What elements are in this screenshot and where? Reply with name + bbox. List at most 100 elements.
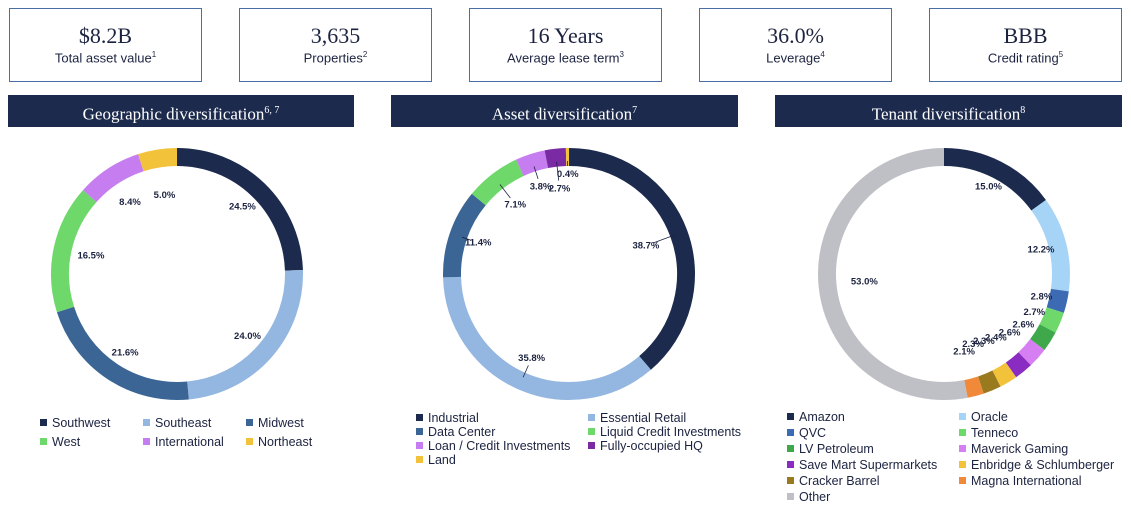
leader-line-liquid-credit-investments [499,184,511,199]
legend-label: Southwest [52,416,111,430]
slice-liquid-credit-investments [471,159,524,206]
legend-swatch [246,438,253,445]
leader-line-industrial [653,234,676,244]
legend-item-maverick-gaming: Maverick Gaming [959,442,1068,456]
legend-label: Data Center [428,425,496,439]
legend-swatch [588,428,595,435]
legend-swatch [40,438,47,445]
slice-oracle [1031,199,1070,292]
legend-item-save-mart-supermarkets: Save Mart Supermarkets [787,458,937,472]
slice-industrial [568,148,695,370]
legend-swatch [787,461,794,468]
legend-swatch [959,429,966,436]
legend-label: Midwest [258,416,304,430]
legend-swatch [588,442,595,449]
legend-label: LV Petroleum [799,442,874,456]
legend-label: Southeast [155,416,212,430]
kpi-value: 16 Years [527,23,604,48]
data-label-amazon: 15.0% [975,182,1002,193]
legend-swatch [959,477,966,484]
kpi-leverage: 36.0% Leverage4 [699,8,892,82]
slice-qvc [1046,288,1069,313]
kpi-value: BBB [1003,23,1048,48]
kpi-label: Average lease term3 [507,50,624,66]
legend-item-essential-retail: Essential Retail [588,411,686,425]
slice-northeast [138,148,178,172]
legend-swatch [787,429,794,436]
legend-label: International [155,435,224,449]
data-label-southwest: 24.5% [229,202,256,213]
legend-swatch [40,419,47,426]
data-label-midwest: 21.6% [112,347,139,358]
kpi-credit-rating: BBB Credit rating5 [929,8,1122,82]
legend-label: Industrial [428,411,479,425]
tenant-title: Tenant diversification8 [775,95,1122,127]
data-label-qvc: 2.8% [1031,291,1053,302]
legend-item-magna-international: Magna International [959,474,1082,488]
data-label-industrial: 38.7% [632,241,659,252]
data-label-lv-petroleum: 2.6% [1013,319,1035,330]
slice-maverick-gaming [1018,338,1045,366]
legend-item-tenneco: Tenneco [959,426,1018,440]
legend-label: Liquid Credit Investments [600,425,742,439]
legend-swatch [416,428,423,435]
data-label-southeast: 24.0% [234,331,261,342]
slice-data-center [443,193,486,278]
slice-amazon [943,148,1046,211]
data-label-land: 0.4% [557,169,579,180]
legend-swatch [588,414,595,421]
tenant-legend: Amazon Oracle QVC Tenneco LV Petroleum Maveri… [787,410,1127,506]
legend-item-industrial: Industrial [416,411,479,425]
legend-label: Land [428,453,456,467]
data-label-oracle: 12.2% [1028,245,1055,256]
legend-label: QVC [799,426,827,440]
legend-item-cracker-barrel: Cracker Barrel [787,474,880,488]
data-label-fully-occupied-hq: 2.7% [549,184,571,195]
legend-swatch [959,461,966,468]
data-label-west: 16.5% [77,251,104,262]
kpi-value: 36.0% [767,23,824,48]
legend-item-amazon: Amazon [787,410,845,424]
leader-line-fully-occupied-hq [556,161,560,181]
legend-swatch [416,414,423,421]
slice-tenneco [1039,307,1064,333]
legend-item-loan-credit-investments: Loan / Credit Investments [416,439,570,453]
geographic-legend: Southwest Southeast Midwest West Internation… [40,416,360,456]
legend-swatch [143,419,150,426]
legend-item-midwest: Midwest [246,416,304,430]
legend-label: Cracker Barrel [799,474,880,488]
legend-item-enbridge-schlumberger: Enbridge & Schlumberger [959,458,1114,472]
data-label-magna-international: 2.1% [953,346,975,357]
legend-label: Save Mart Supermarkets [799,458,938,472]
legend-label: Maverick Gaming [971,442,1069,456]
legend-swatch [416,456,423,463]
data-label-save-mart-supermarkets: 2.4% [985,333,1007,344]
data-label-liquid-credit-investments: 7.1% [504,199,526,210]
legend-label: Amazon [799,410,845,424]
legend-label: Fully-occupied HQ [600,439,703,453]
legend-swatch [787,413,794,420]
legend-swatch [416,442,423,449]
legend-item-international: International [143,435,224,449]
kpi-total-asset-value: $8.2B Total asset value1 [9,8,202,82]
kpi-value: $8.2B [78,23,133,48]
legend-item-west: West [40,435,80,449]
kpi-label: Leverage4 [766,50,825,66]
legend-label: Magna International [971,474,1082,488]
data-label-data-center: 11.4% [465,238,492,249]
slice-international [83,154,144,203]
asset-title: Asset diversification7 [391,95,738,127]
legend-label: Northeast [258,435,313,449]
leader-line-essential-retail [522,365,529,378]
slice-save-mart-supermarkets [1005,352,1031,378]
legend-item-oracle: Oracle [959,410,1008,424]
asset-donut-chart: 38.7% 35.8% 11.4% 7.1% 3.8%2.7% 0.4% [443,148,695,400]
legend-item-southwest: Southwest [40,416,110,430]
geographic-donut-chart: 24.5% 24.0% 21.6% 16.5% 8.4% 5.0% [51,148,303,400]
leader-line-data-center [462,236,471,241]
legend-item-other: Other [787,490,830,504]
legend-item-lv-petroleum: LV Petroleum [787,442,874,456]
legend-item-liquid-credit-investments: Liquid Credit Investments [588,425,741,439]
legend-label: West [52,435,81,449]
kpi-label: Properties2 [303,50,368,66]
